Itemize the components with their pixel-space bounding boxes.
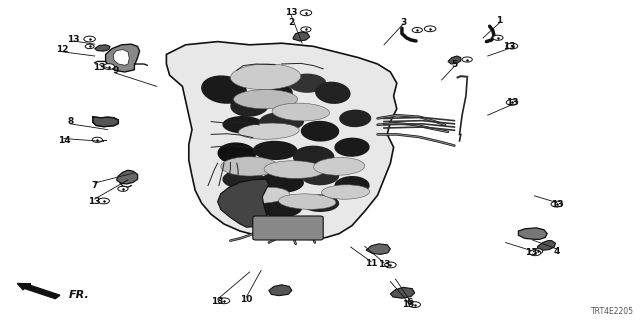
Ellipse shape — [259, 172, 304, 193]
Circle shape — [85, 44, 94, 49]
Text: 12: 12 — [56, 45, 69, 54]
Circle shape — [218, 298, 230, 304]
Circle shape — [385, 262, 396, 268]
Circle shape — [462, 57, 472, 62]
Text: 13: 13 — [550, 200, 563, 209]
Circle shape — [493, 35, 503, 40]
Ellipse shape — [272, 103, 330, 121]
Text: 13: 13 — [506, 98, 518, 107]
Ellipse shape — [230, 64, 301, 90]
Ellipse shape — [236, 187, 289, 203]
Text: 6: 6 — [406, 298, 413, 307]
Ellipse shape — [230, 94, 269, 117]
Text: 13: 13 — [93, 63, 106, 72]
Circle shape — [532, 249, 543, 254]
Ellipse shape — [334, 176, 370, 195]
Circle shape — [529, 250, 541, 256]
Circle shape — [103, 64, 115, 69]
Text: 13: 13 — [378, 260, 390, 269]
Ellipse shape — [223, 170, 264, 189]
Ellipse shape — [253, 141, 298, 160]
Polygon shape — [518, 228, 547, 239]
Polygon shape — [390, 287, 415, 298]
Text: 7: 7 — [92, 181, 98, 190]
Polygon shape — [269, 285, 292, 296]
Text: 13: 13 — [67, 35, 80, 44]
Polygon shape — [93, 117, 118, 127]
Ellipse shape — [261, 198, 302, 218]
Text: 13: 13 — [211, 297, 224, 306]
Text: 4: 4 — [554, 247, 560, 256]
Text: 13: 13 — [502, 42, 515, 51]
Ellipse shape — [278, 194, 336, 209]
Circle shape — [300, 10, 312, 16]
Circle shape — [412, 28, 422, 33]
Ellipse shape — [201, 76, 247, 104]
Polygon shape — [448, 56, 461, 64]
Ellipse shape — [230, 196, 269, 214]
Ellipse shape — [339, 110, 371, 127]
Text: FR.: FR. — [69, 290, 90, 300]
Ellipse shape — [257, 83, 293, 103]
Text: 13: 13 — [525, 248, 538, 257]
Ellipse shape — [301, 194, 339, 212]
Circle shape — [424, 26, 436, 32]
Circle shape — [301, 27, 311, 32]
Text: 9: 9 — [112, 66, 118, 75]
Ellipse shape — [292, 146, 335, 168]
Text: 13: 13 — [88, 197, 101, 206]
Circle shape — [506, 100, 518, 105]
Polygon shape — [538, 241, 556, 250]
Circle shape — [92, 137, 102, 142]
Circle shape — [506, 43, 518, 49]
Polygon shape — [293, 32, 310, 41]
Polygon shape — [166, 42, 397, 239]
Polygon shape — [366, 244, 390, 254]
Ellipse shape — [223, 116, 264, 134]
Text: 3: 3 — [400, 18, 406, 27]
Text: 14: 14 — [58, 136, 70, 145]
FancyArrow shape — [17, 284, 60, 299]
Ellipse shape — [334, 138, 370, 157]
Ellipse shape — [288, 74, 326, 93]
Text: 1: 1 — [496, 16, 502, 25]
Circle shape — [84, 36, 95, 42]
Polygon shape — [218, 179, 269, 227]
Ellipse shape — [301, 121, 339, 141]
Ellipse shape — [239, 123, 299, 139]
Ellipse shape — [315, 82, 351, 104]
Ellipse shape — [322, 185, 369, 199]
Ellipse shape — [264, 161, 324, 179]
Ellipse shape — [301, 167, 339, 185]
Text: TRT4E2205: TRT4E2205 — [591, 307, 634, 316]
Ellipse shape — [314, 157, 365, 175]
Ellipse shape — [221, 157, 278, 176]
Text: 2: 2 — [288, 18, 294, 27]
Ellipse shape — [218, 142, 256, 165]
Polygon shape — [95, 45, 110, 51]
Text: 10: 10 — [240, 295, 253, 304]
Polygon shape — [106, 44, 140, 72]
Text: 5: 5 — [451, 60, 458, 68]
FancyBboxPatch shape — [253, 216, 323, 240]
Text: 11: 11 — [365, 260, 378, 268]
Polygon shape — [113, 50, 129, 65]
Circle shape — [98, 198, 109, 204]
Text: 8: 8 — [67, 117, 74, 126]
Ellipse shape — [234, 90, 298, 109]
Ellipse shape — [259, 112, 304, 131]
Polygon shape — [116, 170, 138, 184]
Circle shape — [118, 186, 128, 191]
Text: 13: 13 — [285, 8, 298, 17]
Circle shape — [409, 302, 420, 308]
Circle shape — [551, 201, 563, 207]
Text: 13: 13 — [402, 300, 415, 309]
